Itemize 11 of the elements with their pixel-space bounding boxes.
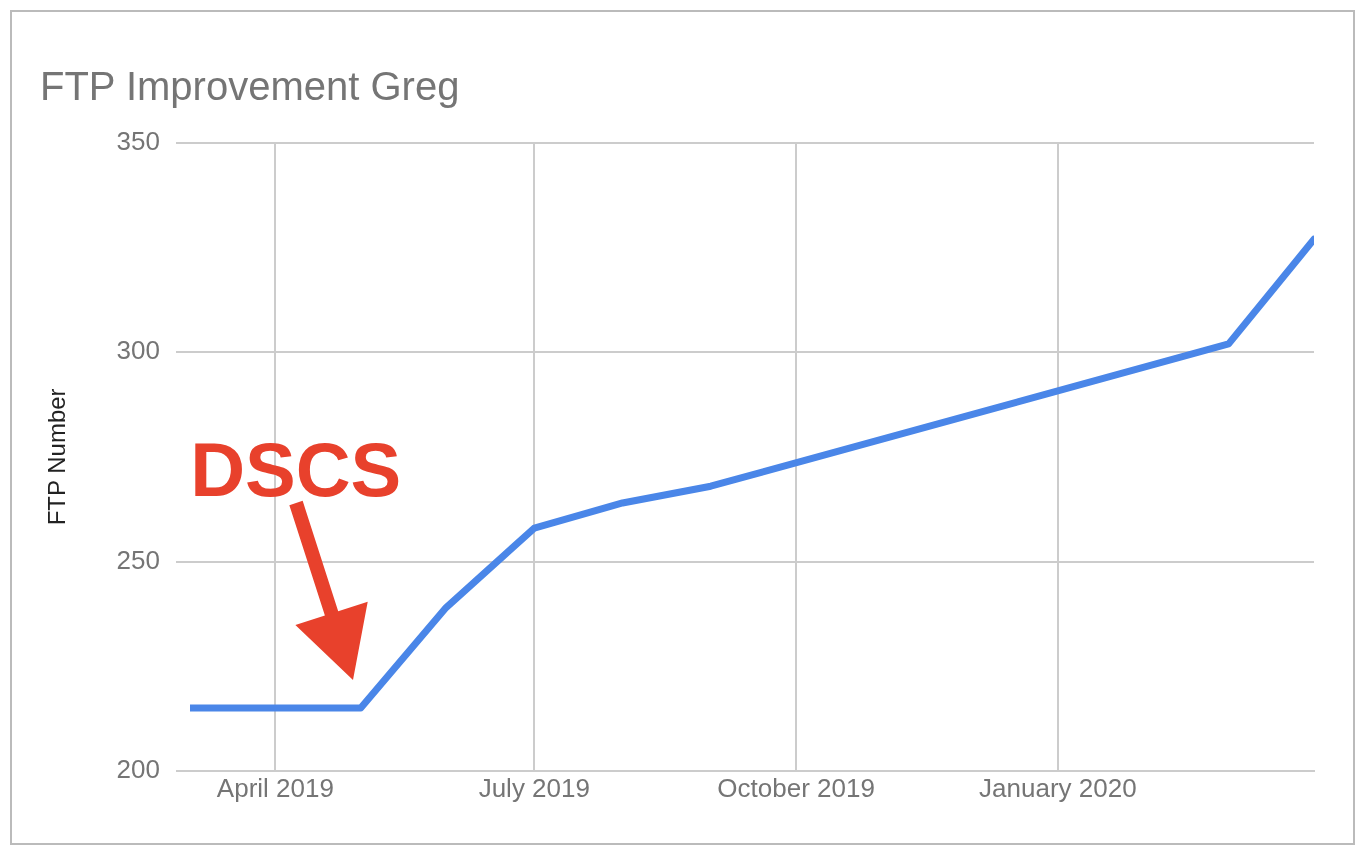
x-tick-label: July 2019 bbox=[478, 772, 590, 803]
x-tick-label: April 2019 bbox=[216, 772, 334, 803]
y-tick-label: 300 bbox=[116, 335, 160, 366]
chart-title: FTP Improvement Greg bbox=[40, 64, 460, 109]
annotation: DSCS bbox=[190, 427, 402, 513]
y-tick-label: 350 bbox=[116, 126, 160, 157]
y-tick-label: 250 bbox=[116, 544, 160, 575]
y-tick-label: 200 bbox=[116, 753, 160, 784]
y-axis-title: FTP Number bbox=[43, 388, 71, 526]
x-tick-label: January 2020 bbox=[979, 772, 1137, 803]
x-tick-label: October 2019 bbox=[717, 772, 875, 803]
